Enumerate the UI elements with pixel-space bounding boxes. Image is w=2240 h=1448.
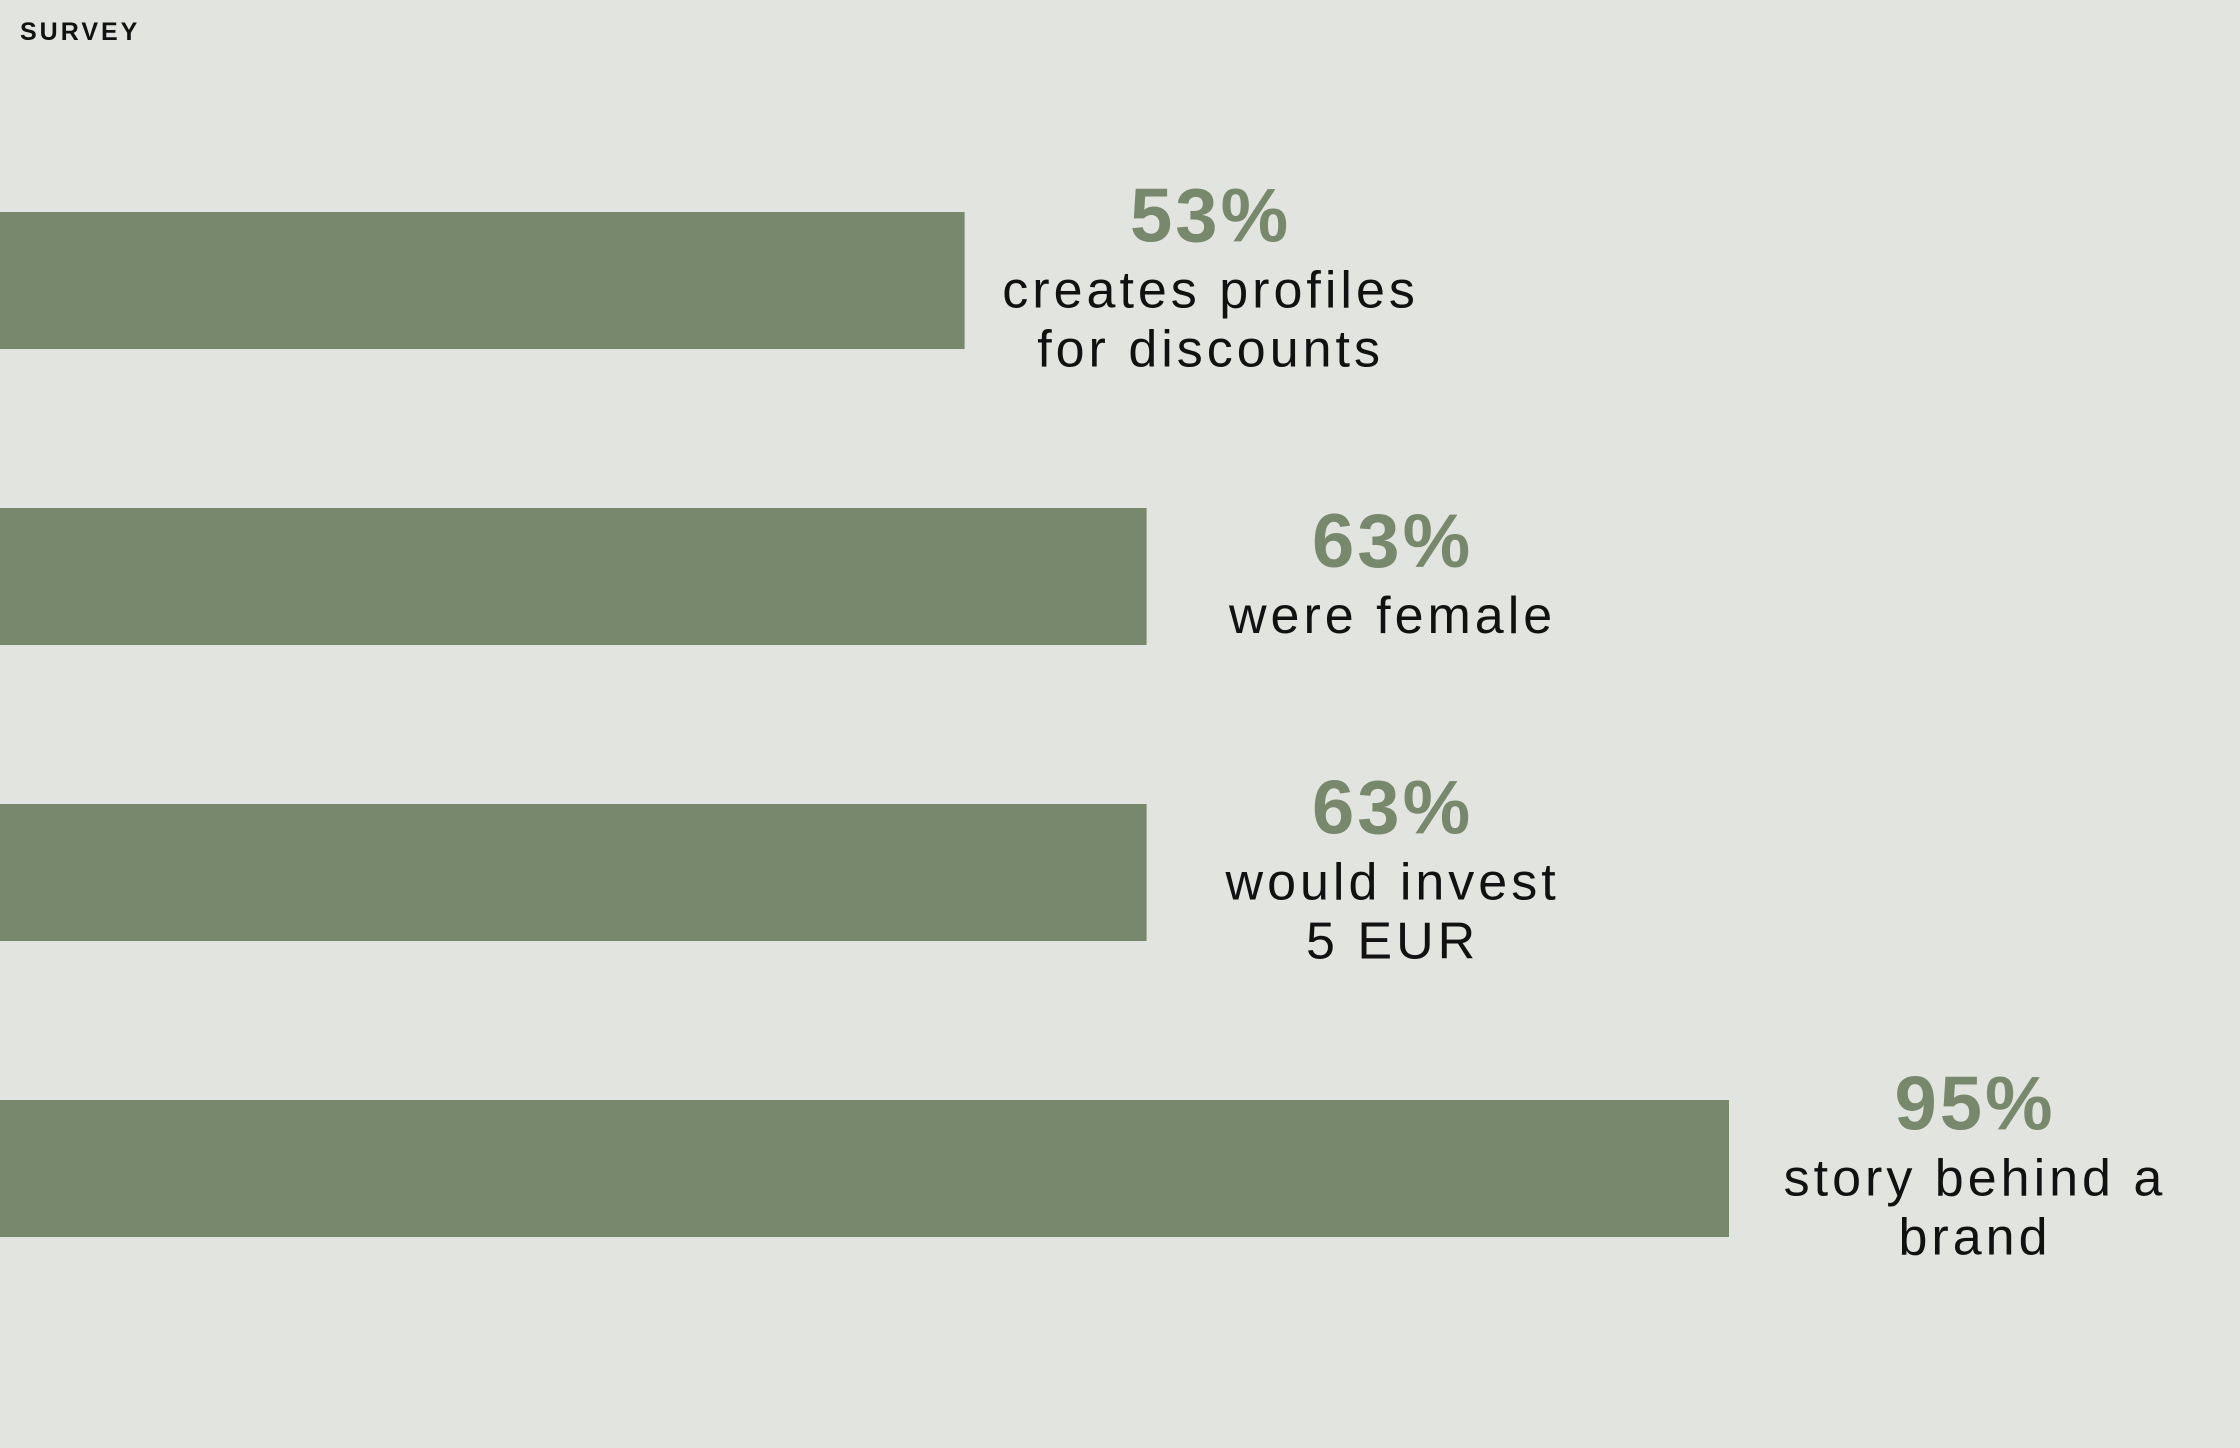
- value-label-1: 53%: [1130, 173, 1291, 258]
- value-label-4: 95%: [1894, 1061, 2055, 1146]
- category-label-1-line-1: creates profiles: [1002, 262, 1419, 320]
- category-label-4-line-1: story behind a: [1784, 1150, 2167, 1208]
- category-label-2-line-1: were female: [1228, 587, 1556, 645]
- category-label-3-line-1: would invest: [1225, 854, 1560, 912]
- survey-kicker: SURVEY: [20, 18, 141, 46]
- bar-3: [0, 804, 1147, 941]
- bar-2: [0, 508, 1147, 645]
- category-label-1-line-2: for discounts: [1037, 321, 1384, 379]
- category-label-3-line-2: 5 EUR: [1306, 913, 1479, 971]
- value-label-3: 63%: [1312, 765, 1473, 850]
- bar-1: [0, 212, 965, 349]
- category-label-4-line-2: brand: [1899, 1209, 2052, 1267]
- bar-4: [0, 1100, 1729, 1237]
- value-label-2: 63%: [1312, 499, 1473, 584]
